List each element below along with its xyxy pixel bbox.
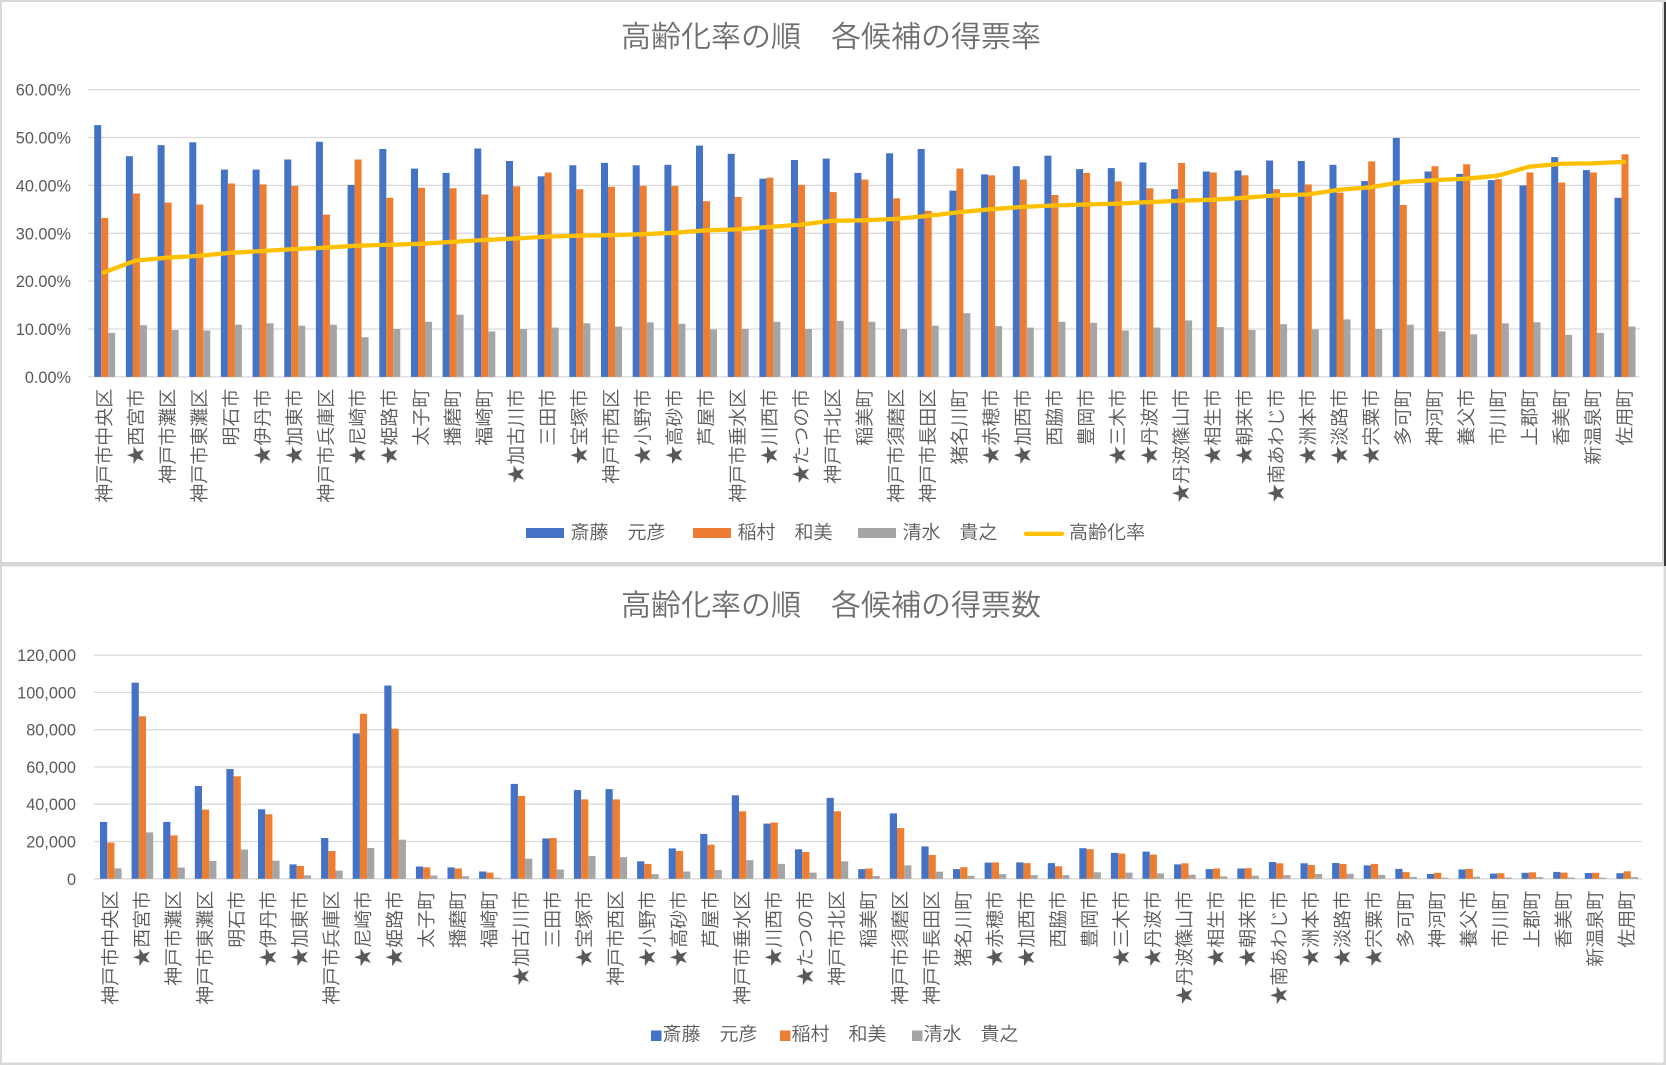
svg-text:60,000: 60,000 <box>26 759 76 777</box>
svg-text:10.00%: 10.00% <box>16 321 71 339</box>
svg-text:40.00%: 40.00% <box>16 177 71 195</box>
svg-text:120,000: 120,000 <box>17 647 76 665</box>
svg-text:80,000: 80,000 <box>26 722 76 740</box>
svg-text:0: 0 <box>67 871 76 889</box>
svg-text:50.00%: 50.00% <box>16 130 71 148</box>
svg-text:40,000: 40,000 <box>26 796 76 814</box>
svg-text:20.00%: 20.00% <box>16 273 71 291</box>
svg-text:20,000: 20,000 <box>26 834 76 852</box>
svg-text:30.00%: 30.00% <box>16 225 71 243</box>
svg-text:100,000: 100,000 <box>17 684 76 702</box>
svg-text:60.00%: 60.00% <box>16 82 71 100</box>
svg-text:0.00%: 0.00% <box>25 369 71 387</box>
